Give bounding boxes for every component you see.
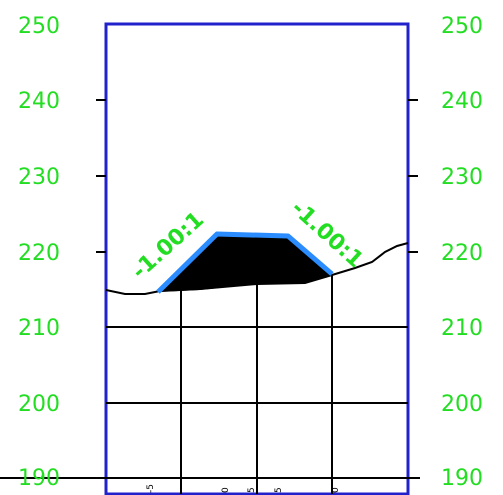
elevation-label-left-220: 220: [18, 241, 60, 266]
elevation-label-left-200: 200: [18, 392, 60, 417]
fill-area: [158, 234, 332, 292]
elevation-label-right-200: 200: [441, 392, 483, 417]
offset-label: -5: [146, 484, 156, 493]
elevation-label-right-210: 210: [441, 316, 483, 341]
elevation-label-left-240: 240: [18, 89, 60, 114]
elevation-label-left-190: 190: [18, 466, 60, 491]
elevation-label-right-230: 230: [441, 165, 483, 190]
elevation-label-right-190: 190: [441, 466, 483, 491]
offset-grid-lines: [180, 275, 333, 494]
elevation-label-left-230: 230: [18, 165, 60, 190]
elevation-grid-lines: [0, 326, 420, 479]
elevation-label-right-250: 250: [441, 14, 483, 39]
existing-ground-line: [105, 242, 409, 295]
elevation-label-left-210: 210: [18, 316, 60, 341]
offset-label: 5: [274, 487, 284, 493]
elevation-label-right-220: 220: [441, 241, 483, 266]
offset-label: 5: [247, 487, 257, 493]
design-surface-line: [156, 231, 334, 294]
elevation-label-right-240: 240: [441, 89, 483, 114]
offset-label: 0: [331, 487, 341, 493]
offset-label: 0: [221, 487, 231, 493]
frame-ticks: [96, 99, 418, 253]
elevation-label-left-250: 250: [18, 14, 60, 39]
